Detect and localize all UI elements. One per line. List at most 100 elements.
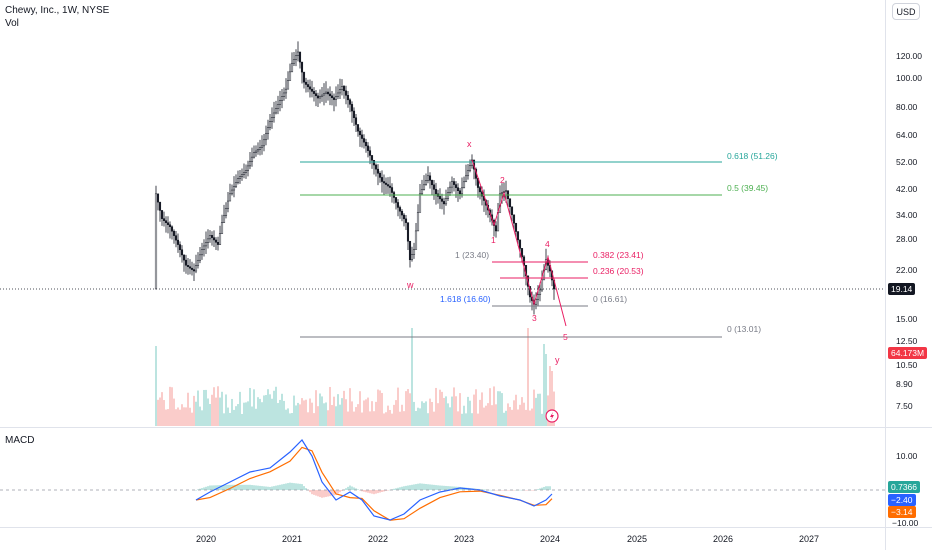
volume-bar	[375, 401, 377, 426]
volume-bar	[341, 398, 343, 426]
candle-body	[326, 91, 330, 95]
candle-body	[440, 198, 444, 202]
macd-histogram-bar	[447, 486, 449, 490]
candle-body	[416, 212, 420, 232]
candle-body	[336, 92, 340, 97]
macd-histogram-bar	[297, 483, 299, 490]
volume-bar	[431, 401, 433, 426]
macd-histogram-bar	[195, 490, 197, 491]
candle-body	[414, 230, 418, 250]
candle-body	[190, 267, 194, 270]
macd-histogram-bar	[277, 485, 279, 490]
volume-bar	[317, 406, 319, 426]
macd-histogram-bar	[513, 490, 515, 491]
fib-label-05: 0.5 (39.45)	[727, 183, 769, 193]
currency-button[interactable]: USD	[892, 3, 920, 20]
volume-bar	[169, 386, 171, 426]
candle-body	[320, 94, 324, 97]
macd-histogram-bar	[283, 483, 285, 490]
price-axis-label: 80.00	[896, 102, 918, 112]
macd-histogram-bar	[395, 488, 397, 490]
volume-bar	[237, 404, 239, 426]
time-axis-label: 2020	[195, 534, 217, 544]
volume-bar	[469, 400, 471, 426]
volume-bar	[525, 409, 527, 426]
candle-body	[330, 95, 334, 98]
candle-body	[244, 170, 248, 173]
macd-histogram-bar	[299, 483, 301, 490]
volume-bar	[239, 391, 241, 426]
volume-bar	[217, 386, 219, 426]
candle-body	[296, 51, 300, 56]
candle-body	[458, 190, 462, 195]
macd-histogram-bar	[255, 485, 257, 490]
volume-bar	[421, 401, 423, 426]
volume-bar	[497, 391, 499, 426]
candle-body	[368, 150, 372, 156]
macd-hist-tag: 0.7366	[888, 481, 920, 493]
volume-bar	[315, 390, 317, 426]
wave-lines	[471, 159, 567, 327]
volume-bar	[389, 409, 391, 426]
candle-body	[290, 62, 294, 73]
volume-bar	[163, 400, 165, 426]
price-axis-label: 28.00	[896, 234, 918, 244]
candle-body	[344, 90, 348, 96]
volume-bar	[213, 387, 215, 426]
price-axis-label: 34.00	[896, 210, 918, 220]
candle-body	[352, 110, 356, 119]
wave-label-w: w	[407, 280, 414, 290]
macd-histogram-bar	[289, 482, 291, 490]
candle-body	[232, 185, 236, 191]
macd-histogram-bar	[327, 490, 329, 497]
volume-bar	[551, 371, 553, 426]
wave-label-x: x	[467, 139, 472, 149]
lightning-icon[interactable]	[545, 409, 559, 423]
volume-bar	[225, 394, 227, 426]
candle-body	[462, 181, 466, 189]
macd-histogram-bar	[453, 486, 455, 490]
symbol-title[interactable]: Chewy, Inc., 1W, NYSE	[5, 5, 110, 16]
macd-histogram-bar	[507, 490, 509, 491]
time-axis-label: 2021	[281, 534, 303, 544]
macd-histogram-bar	[261, 486, 263, 490]
candle-body	[362, 138, 366, 143]
macd-histogram-bar	[267, 486, 269, 490]
volume-bar	[255, 408, 257, 426]
volume-bar	[541, 413, 543, 426]
fib-label-0-lower: 0 (16.61)	[593, 294, 628, 304]
candle-body	[170, 226, 174, 232]
macd-histogram-bar	[293, 483, 295, 490]
volume-bar	[417, 407, 419, 426]
candle-body	[210, 235, 214, 238]
candle-body	[372, 159, 376, 166]
volume-bar	[177, 407, 179, 426]
volume-bar	[263, 395, 265, 426]
volume-bar	[373, 411, 375, 426]
volume-bar	[521, 397, 523, 426]
macd-histogram-bar	[361, 490, 363, 492]
candle-body	[448, 186, 452, 193]
candle-body	[218, 233, 222, 245]
volume-bar	[451, 396, 453, 426]
volume-bar	[513, 400, 515, 426]
candle-body	[302, 71, 306, 83]
macd-legend[interactable]: MACD	[5, 435, 35, 446]
candle-body	[536, 294, 540, 300]
volume-bar	[279, 399, 281, 426]
volume-bar	[509, 406, 511, 426]
candle-body	[390, 187, 394, 193]
candle-body	[354, 117, 358, 125]
macd-histogram-bar	[547, 486, 549, 490]
candle-body	[258, 147, 262, 150]
volume-bar	[251, 406, 253, 426]
volume-bar	[269, 394, 271, 426]
volume-bar	[383, 413, 385, 426]
macd-histogram-bar	[383, 490, 385, 492]
volume-legend[interactable]: Vol	[5, 18, 19, 29]
candle-body	[478, 187, 482, 193]
volume-bar	[187, 392, 189, 426]
macd-histogram-bar	[401, 486, 403, 490]
candle-body	[172, 230, 176, 236]
